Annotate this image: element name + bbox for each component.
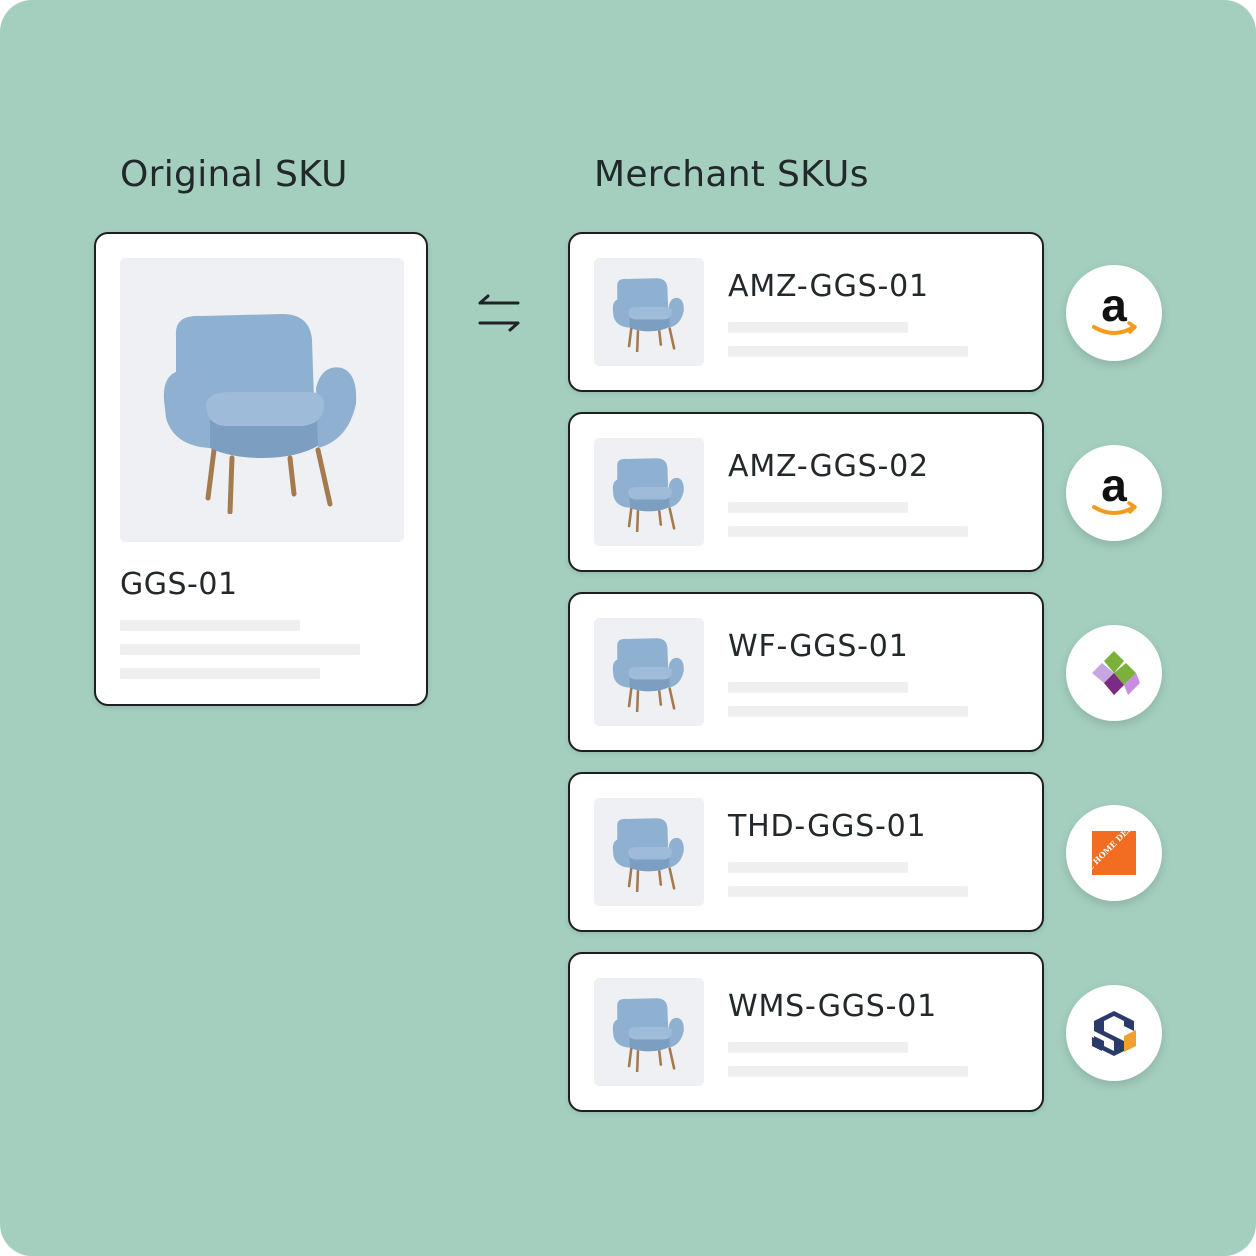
original-sku-heading: Original SKU <box>120 154 348 195</box>
product-thumbnail <box>594 798 704 906</box>
armchair-icon <box>612 638 684 712</box>
armchair-icon <box>612 998 684 1072</box>
placeholder-line <box>728 886 968 897</box>
placeholder-line <box>728 1066 968 1077</box>
armchair-icon <box>163 314 357 514</box>
amazon-logo: a <box>1066 445 1162 541</box>
placeholder-line <box>728 706 968 717</box>
placeholder-line <box>728 526 968 537</box>
merchant-sku-label: AMZ-GGS-02 <box>728 449 929 484</box>
placeholder-line <box>728 322 908 333</box>
merchant-sku-label: THD-GGS-01 <box>728 809 927 844</box>
placeholder-line <box>728 346 968 357</box>
amazon-logo-letter: a <box>1101 459 1127 511</box>
amazon-logo: a <box>1066 265 1162 361</box>
merchant-sku-card[interactable]: WF-GGS-01 <box>568 592 1044 752</box>
product-thumbnail <box>594 618 704 726</box>
placeholder-line <box>728 1042 908 1053</box>
wms-logo <box>1066 985 1162 1081</box>
home-depot-logo: THE HOME DEPOT <box>1066 805 1162 901</box>
merchant-sku-label: WF-GGS-01 <box>728 629 909 664</box>
placeholder-line <box>728 502 908 513</box>
merchant-sku-label: WMS-GGS-01 <box>728 989 938 1024</box>
placeholder-line <box>120 620 300 631</box>
wayfair-logo <box>1066 625 1162 721</box>
merchant-sku-card[interactable]: AMZ-GGS-02 <box>568 412 1044 572</box>
merchant-skus-heading: Merchant SKUs <box>594 154 869 195</box>
placeholder-line <box>120 668 320 679</box>
armchair-icon <box>612 818 684 892</box>
product-thumbnail <box>594 978 704 1086</box>
armchair-icon <box>612 458 684 532</box>
merchant-sku-card[interactable]: WMS-GGS-01 <box>568 952 1044 1112</box>
original-sku-card[interactable]: GGS-01 <box>94 232 428 706</box>
product-thumbnail <box>594 258 704 366</box>
merchant-sku-label: AMZ-GGS-01 <box>728 269 929 304</box>
placeholder-line <box>728 682 908 693</box>
amazon-logo-letter: a <box>1101 279 1127 331</box>
product-thumbnail <box>594 438 704 546</box>
product-image <box>120 258 404 542</box>
placeholder-line <box>728 862 908 873</box>
armchair-icon <box>612 278 684 352</box>
merchant-sku-card[interactable]: THD-GGS-01 <box>568 772 1044 932</box>
merchant-sku-card[interactable]: AMZ-GGS-01 <box>568 232 1044 392</box>
swap-arrows-icon <box>478 294 520 332</box>
placeholder-line <box>120 644 360 655</box>
original-sku-label: GGS-01 <box>120 567 238 602</box>
